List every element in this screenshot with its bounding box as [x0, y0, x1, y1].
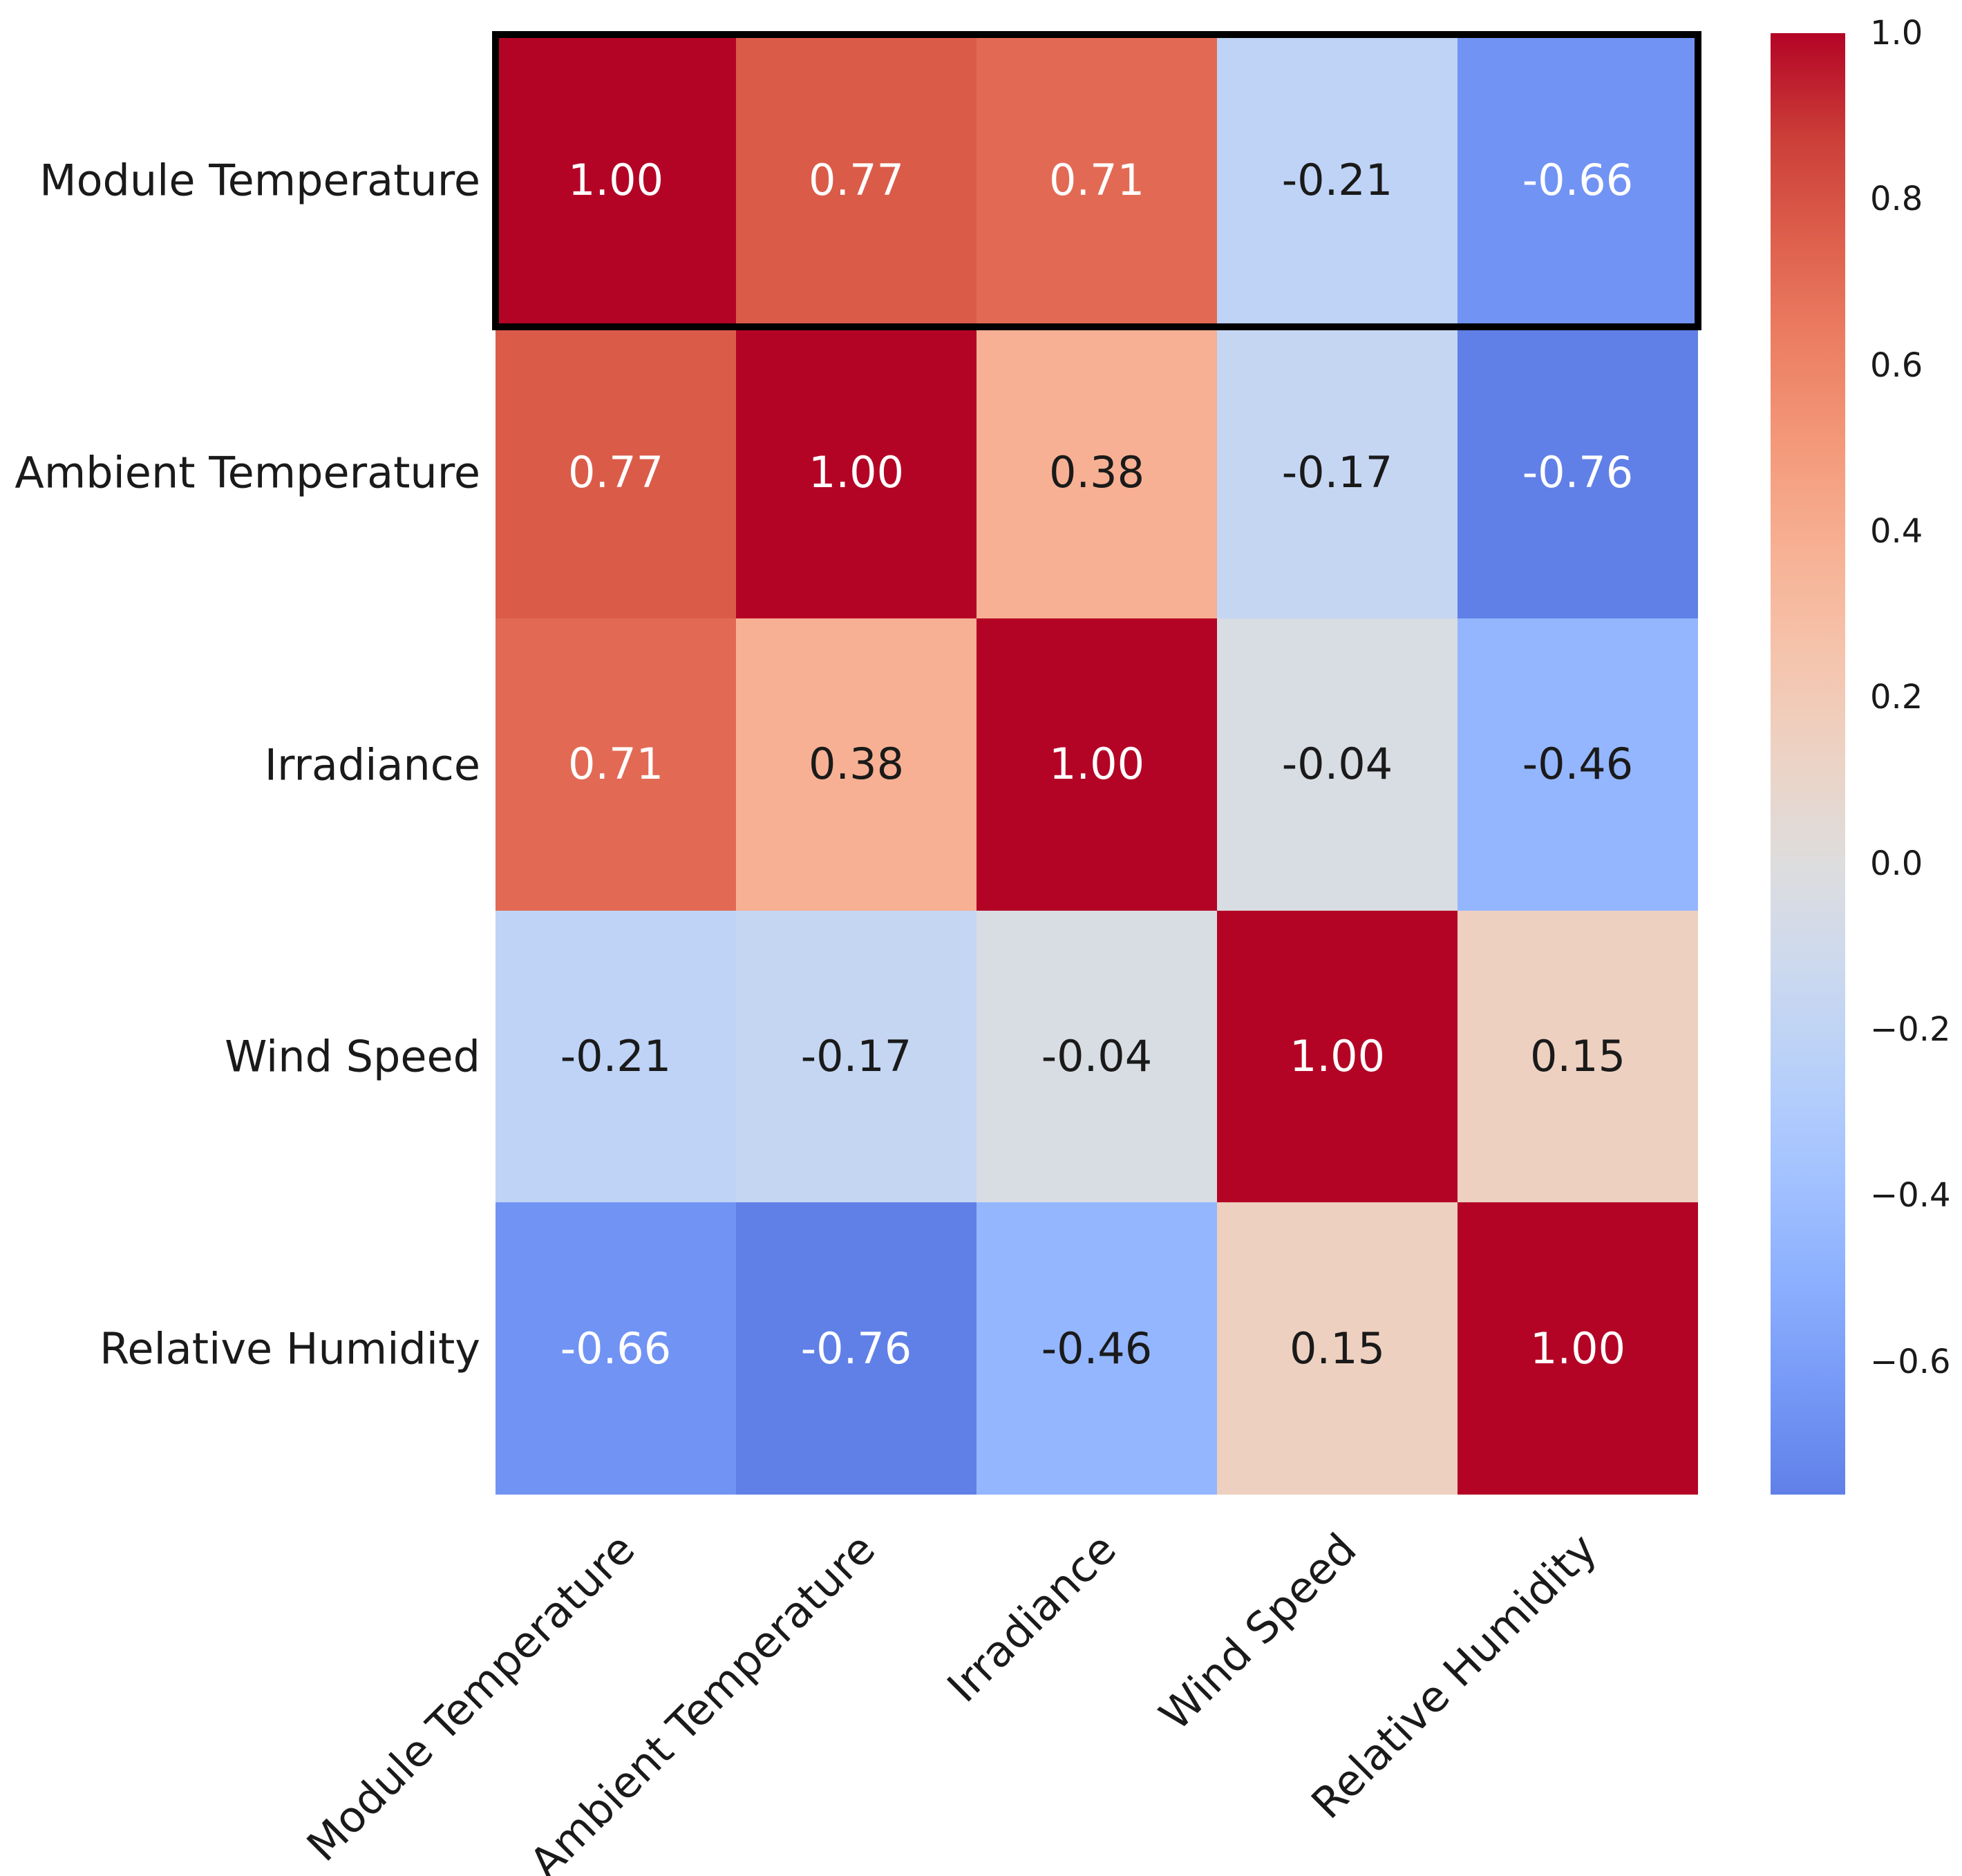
cell-value: 0.15 — [1289, 1323, 1386, 1374]
heatmap-cell: 0.77 — [736, 35, 977, 327]
heatmap-cell: -0.21 — [1217, 35, 1458, 327]
heatmap-cell: 1.00 — [1458, 1202, 1698, 1495]
colorbar-tick-label: 1.0 — [1870, 14, 1923, 53]
cell-value: -0.17 — [1281, 446, 1393, 498]
colorbar-tick-label: 0.0 — [1870, 844, 1923, 883]
colorbar-tick-label: 0.6 — [1870, 345, 1923, 385]
cell-value: 1.00 — [808, 446, 905, 498]
colorbar-tick-label: 0.4 — [1870, 512, 1923, 551]
cell-value: 0.15 — [1529, 1031, 1626, 1082]
cell-value: -0.76 — [1522, 446, 1634, 498]
cell-value: 0.71 — [1048, 155, 1145, 206]
heatmap-cell: -0.17 — [736, 910, 977, 1203]
x-tick-label: Wind Speed — [1149, 1524, 1366, 1741]
heatmap-cell: -0.04 — [977, 910, 1217, 1203]
cell-value: 1.00 — [1529, 1323, 1626, 1374]
cell-value: 0.38 — [1048, 446, 1145, 498]
heatmap-cell: 1.00 — [736, 326, 977, 619]
cell-value: -0.04 — [1281, 739, 1393, 790]
cell-value: 1.00 — [1289, 1031, 1386, 1082]
heatmap-cell: -0.76 — [1458, 326, 1698, 619]
cell-value: -0.21 — [1281, 155, 1393, 206]
y-tick-label: Wind Speed — [225, 1031, 480, 1082]
heatmap-cell: 0.15 — [1217, 1202, 1458, 1495]
cell-value: 0.77 — [808, 155, 905, 206]
cell-value: 1.00 — [567, 155, 664, 206]
heatmap-cell: -0.76 — [736, 1202, 977, 1495]
cell-value: 0.38 — [808, 739, 905, 790]
heatmap-cell: 1.00 — [496, 35, 736, 327]
cell-value: -0.04 — [1041, 1031, 1153, 1082]
y-tick-label: Relative Humidity — [100, 1323, 480, 1374]
heatmap-cell: 1.00 — [1217, 910, 1458, 1203]
cell-value: -0.46 — [1041, 1323, 1153, 1374]
heatmap-cell: -0.04 — [1217, 618, 1458, 911]
cell-value: 0.71 — [567, 739, 664, 790]
cell-value: -0.46 — [1522, 739, 1634, 790]
colorbar-tick-label: −0.4 — [1870, 1176, 1951, 1215]
heatmap-cell: 0.38 — [736, 618, 977, 911]
y-tick-label: Ambient Temperature — [15, 447, 480, 498]
heatmap-grid: 1.00 0.77 0.71 -0.21 -0.66 0.77 1.00 0.38 -0.17 -… — [496, 35, 1698, 1495]
y-tick-label: Irradiance — [264, 739, 480, 790]
heatmap-cell: 0.15 — [1458, 910, 1698, 1203]
x-tick-label: Irradiance — [937, 1524, 1126, 1712]
heatmap-cell: 0.77 — [496, 326, 736, 619]
heatmap-cell: -0.21 — [496, 910, 736, 1203]
heatmap-cell: 1.00 — [977, 618, 1217, 911]
heatmap-cell: 0.38 — [977, 326, 1217, 619]
colorbar-tick-label: −0.2 — [1870, 1010, 1951, 1050]
cell-value: 0.77 — [567, 446, 664, 498]
colorbar-tick-label: −0.6 — [1870, 1342, 1951, 1381]
cell-value: -0.17 — [800, 1031, 912, 1082]
heatmap-cell: -0.66 — [496, 1202, 736, 1495]
heatmap-cell: 0.71 — [977, 35, 1217, 327]
colorbar-tick-label: 0.8 — [1870, 180, 1923, 219]
cell-value: -0.21 — [560, 1031, 672, 1082]
y-tick-label: Module Temperature — [39, 155, 480, 206]
cell-value: 1.00 — [1048, 739, 1145, 790]
cell-value: -0.76 — [800, 1323, 912, 1374]
cell-value: -0.66 — [1522, 155, 1634, 206]
colorbar-tick-label: 0.2 — [1870, 678, 1923, 717]
heatmap-cell: -0.66 — [1458, 35, 1698, 327]
heatmap-cell: -0.17 — [1217, 326, 1458, 619]
heatmap-cell: -0.46 — [977, 1202, 1217, 1495]
colorbar-gradient — [1771, 33, 1845, 1495]
heatmap-cell: -0.46 — [1458, 618, 1698, 911]
cell-value: -0.66 — [560, 1323, 672, 1374]
heatmap-cell: 0.71 — [496, 618, 736, 911]
